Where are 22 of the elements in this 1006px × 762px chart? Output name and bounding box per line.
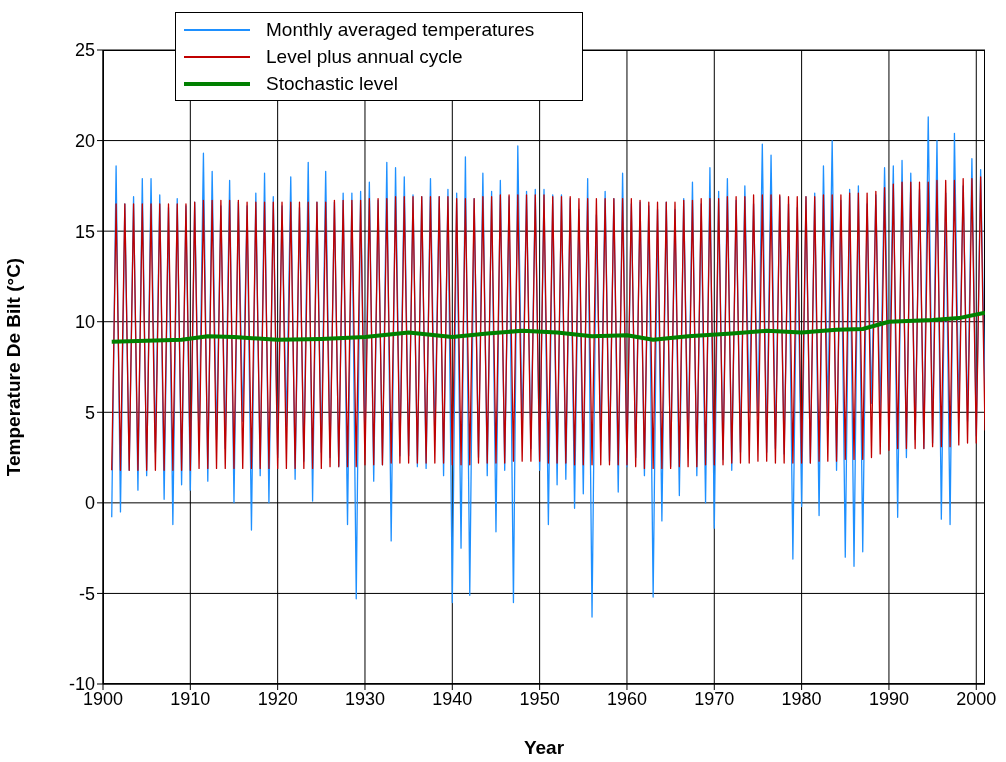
legend-label: Stochastic level xyxy=(266,72,399,95)
x-tick-label: 1930 xyxy=(344,688,385,709)
y-tick-label: 0 xyxy=(84,493,95,514)
legend-label: Monthly averaged temperatures xyxy=(266,18,535,41)
x-tick-label: 1910 xyxy=(170,688,211,709)
x-tick-label: 1950 xyxy=(519,688,560,709)
y-tick-label: 5 xyxy=(84,402,95,423)
x-tick-label: 1970 xyxy=(694,688,735,709)
y-tick-label: 15 xyxy=(74,221,95,242)
x-axis-title: Year xyxy=(523,737,565,758)
y-tick-label: 20 xyxy=(74,130,95,151)
x-tick-label: 1980 xyxy=(781,688,822,709)
x-tick-label: 2000 xyxy=(956,688,997,709)
y-axis-title: Temperature De Bilt (°C) xyxy=(2,257,24,477)
x-tick-label: 1920 xyxy=(257,688,298,709)
y-tick-label: 10 xyxy=(74,312,95,333)
y-tick-label: 25 xyxy=(74,40,95,61)
x-tick-label: 1960 xyxy=(606,688,647,709)
x-tick-label: 1940 xyxy=(432,688,473,709)
x-tick-label: 1990 xyxy=(868,688,909,709)
legend-label: Level plus annual cycle xyxy=(266,45,463,68)
y-tick-label: -5 xyxy=(78,583,95,604)
